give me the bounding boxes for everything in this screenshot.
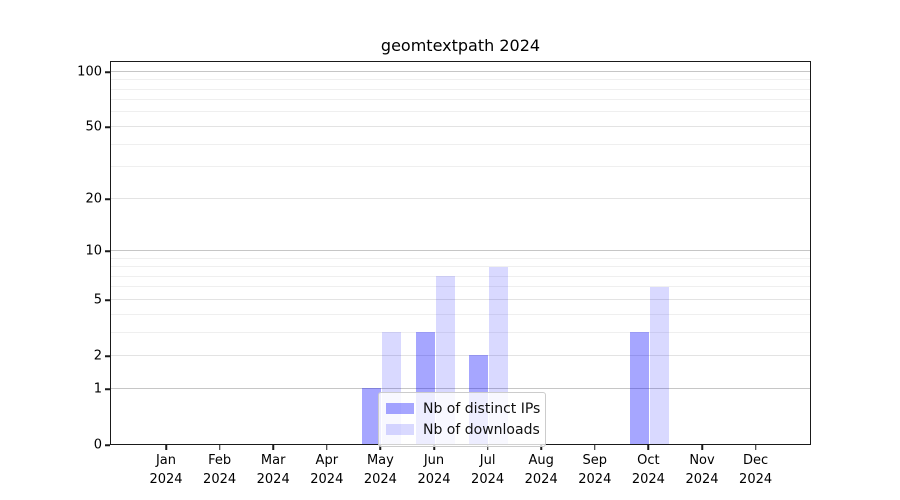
x-tick-feb	[218, 445, 221, 450]
x-tick-jun	[433, 445, 435, 450]
bar-oct-distinct-ips	[629, 332, 649, 444]
bar-may-distinct-ips	[361, 388, 381, 444]
gridline-y-40	[111, 143, 810, 145]
y-tick-label-20: 20	[85, 191, 102, 207]
gridline-y-6	[111, 286, 810, 288]
y-tick-100	[105, 71, 110, 73]
x-tick-label-nov: Nov 2024	[685, 453, 719, 487]
x-tick-label-dec: Dec 2024	[739, 453, 773, 487]
legend-swatch-distinct-ips-icon	[386, 403, 414, 414]
x-tick-jan	[165, 445, 167, 450]
gridline-y-90	[111, 79, 810, 81]
chart-title: geomtextpath 2024	[380, 36, 541, 55]
legend: Nb of distinct IPs Nb of downloads	[378, 392, 546, 447]
y-tick-1	[105, 388, 110, 390]
gridline-y-3	[111, 331, 810, 333]
legend-label-distinct-ips: Nb of distinct IPs	[423, 400, 541, 417]
x-tick-label-jun: Jun 2024	[417, 453, 451, 487]
y-tick-label-100: 100	[77, 64, 102, 80]
gridline-y-30	[111, 166, 810, 168]
gridline-y-80	[111, 88, 810, 90]
y-tick-label-50: 50	[85, 119, 102, 135]
legend-item-downloads: Nb of downloads	[386, 419, 540, 440]
y-tick-label-0: 0	[93, 437, 102, 453]
legend-label-downloads: Nb of downloads	[423, 421, 540, 438]
x-tick-label-may: May 2024	[363, 453, 397, 487]
x-tick-label-oct: Oct 2024	[631, 453, 665, 487]
x-tick-nov	[701, 445, 703, 450]
x-tick-may	[379, 445, 382, 450]
legend-item-distinct-ips: Nb of distinct IPs	[386, 398, 540, 419]
y-tick-5	[105, 299, 110, 301]
y-tick-label-10: 10	[85, 243, 102, 259]
bar-oct-downloads	[649, 286, 669, 444]
y-tick-label-1: 1	[93, 381, 102, 397]
plot-area	[110, 61, 811, 445]
gridline-y-5	[111, 298, 810, 300]
x-tick-jul	[486, 445, 489, 450]
x-tick-label-mar: Mar 2024	[256, 453, 290, 487]
x-tick-oct	[647, 445, 650, 450]
gridline-y-1	[111, 387, 810, 389]
y-tick-label-2: 2	[93, 348, 102, 364]
x-tick-mar	[272, 445, 274, 450]
gridline-y-50	[111, 125, 810, 127]
y-tick-10	[105, 250, 110, 253]
gridline-y-100	[111, 70, 810, 72]
x-tick-sep	[594, 445, 596, 450]
x-tick-label-jan: Jan 2024	[149, 453, 183, 487]
x-tick-apr	[326, 445, 328, 450]
x-tick-label-apr: Apr 2024	[310, 453, 344, 487]
y-tick-label-5: 5	[93, 292, 102, 308]
x-tick-label-aug: Aug 2024	[524, 453, 558, 487]
gridline-y-9	[111, 257, 810, 259]
legend-swatch-downloads-icon	[386, 424, 414, 435]
gridline-y-10	[111, 249, 810, 251]
x-tick-aug	[540, 445, 542, 450]
gridline-y-20	[111, 197, 810, 199]
x-tick-dec	[754, 445, 757, 450]
gridline-y-70	[111, 99, 810, 101]
x-tick-label-jul: Jul 2024	[471, 453, 505, 487]
x-tick-label-feb: Feb 2024	[203, 453, 237, 487]
x-tick-label-sep: Sep 2024	[578, 453, 612, 487]
y-tick-2	[105, 355, 110, 357]
gridline-y-7	[111, 275, 810, 277]
gridline-y-8	[111, 266, 810, 268]
gridline-y-2	[111, 354, 810, 356]
y-tick-50	[105, 126, 110, 129]
gridline-y-4	[111, 313, 810, 315]
y-tick-20	[105, 198, 110, 200]
y-tick-0	[105, 444, 110, 446]
gridline-y-60	[111, 111, 810, 113]
